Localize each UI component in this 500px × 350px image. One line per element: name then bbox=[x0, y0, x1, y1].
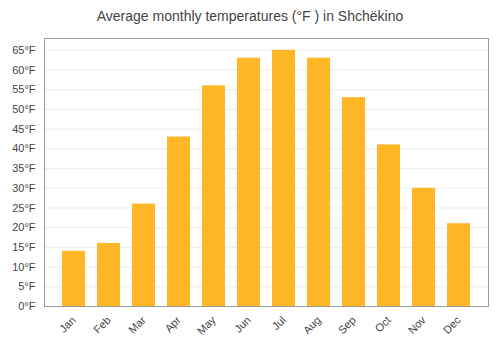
svg-text:30°F: 30°F bbox=[12, 182, 36, 194]
svg-text:35°F: 35°F bbox=[12, 162, 36, 174]
svg-text:65°F: 65°F bbox=[12, 44, 36, 56]
svg-text:40°F: 40°F bbox=[12, 142, 36, 154]
svg-text:Oct: Oct bbox=[372, 314, 393, 335]
svg-text:May: May bbox=[195, 313, 219, 337]
svg-text:Aug: Aug bbox=[301, 314, 323, 336]
svg-text:Dec: Dec bbox=[441, 313, 464, 336]
svg-text:Jan: Jan bbox=[57, 314, 78, 335]
svg-text:50°F: 50°F bbox=[12, 103, 36, 115]
svg-text:Sep: Sep bbox=[336, 314, 358, 336]
svg-text:15°F: 15°F bbox=[12, 241, 36, 253]
svg-text:Jun: Jun bbox=[232, 314, 253, 335]
svg-text:10°F: 10°F bbox=[12, 261, 36, 273]
svg-text:55°F: 55°F bbox=[12, 83, 36, 95]
svg-text:5°F: 5°F bbox=[18, 280, 36, 292]
svg-text:Feb: Feb bbox=[91, 314, 113, 336]
svg-text:Nov: Nov bbox=[406, 313, 429, 336]
svg-text:Mar: Mar bbox=[126, 314, 148, 336]
svg-text:25°F: 25°F bbox=[12, 201, 36, 213]
html-text:Average monthly temperatures (: Average monthly temperatures (°F ) in Sh… bbox=[96, 8, 404, 24]
svg-text:0°F: 0°F bbox=[18, 300, 36, 312]
svg-text:45°F: 45°F bbox=[12, 123, 36, 135]
svg-text:20°F: 20°F bbox=[12, 221, 36, 233]
svg-text:60°F: 60°F bbox=[12, 64, 36, 76]
svg-text:Apr: Apr bbox=[162, 314, 183, 335]
svg-text:Jul: Jul bbox=[269, 314, 287, 332]
